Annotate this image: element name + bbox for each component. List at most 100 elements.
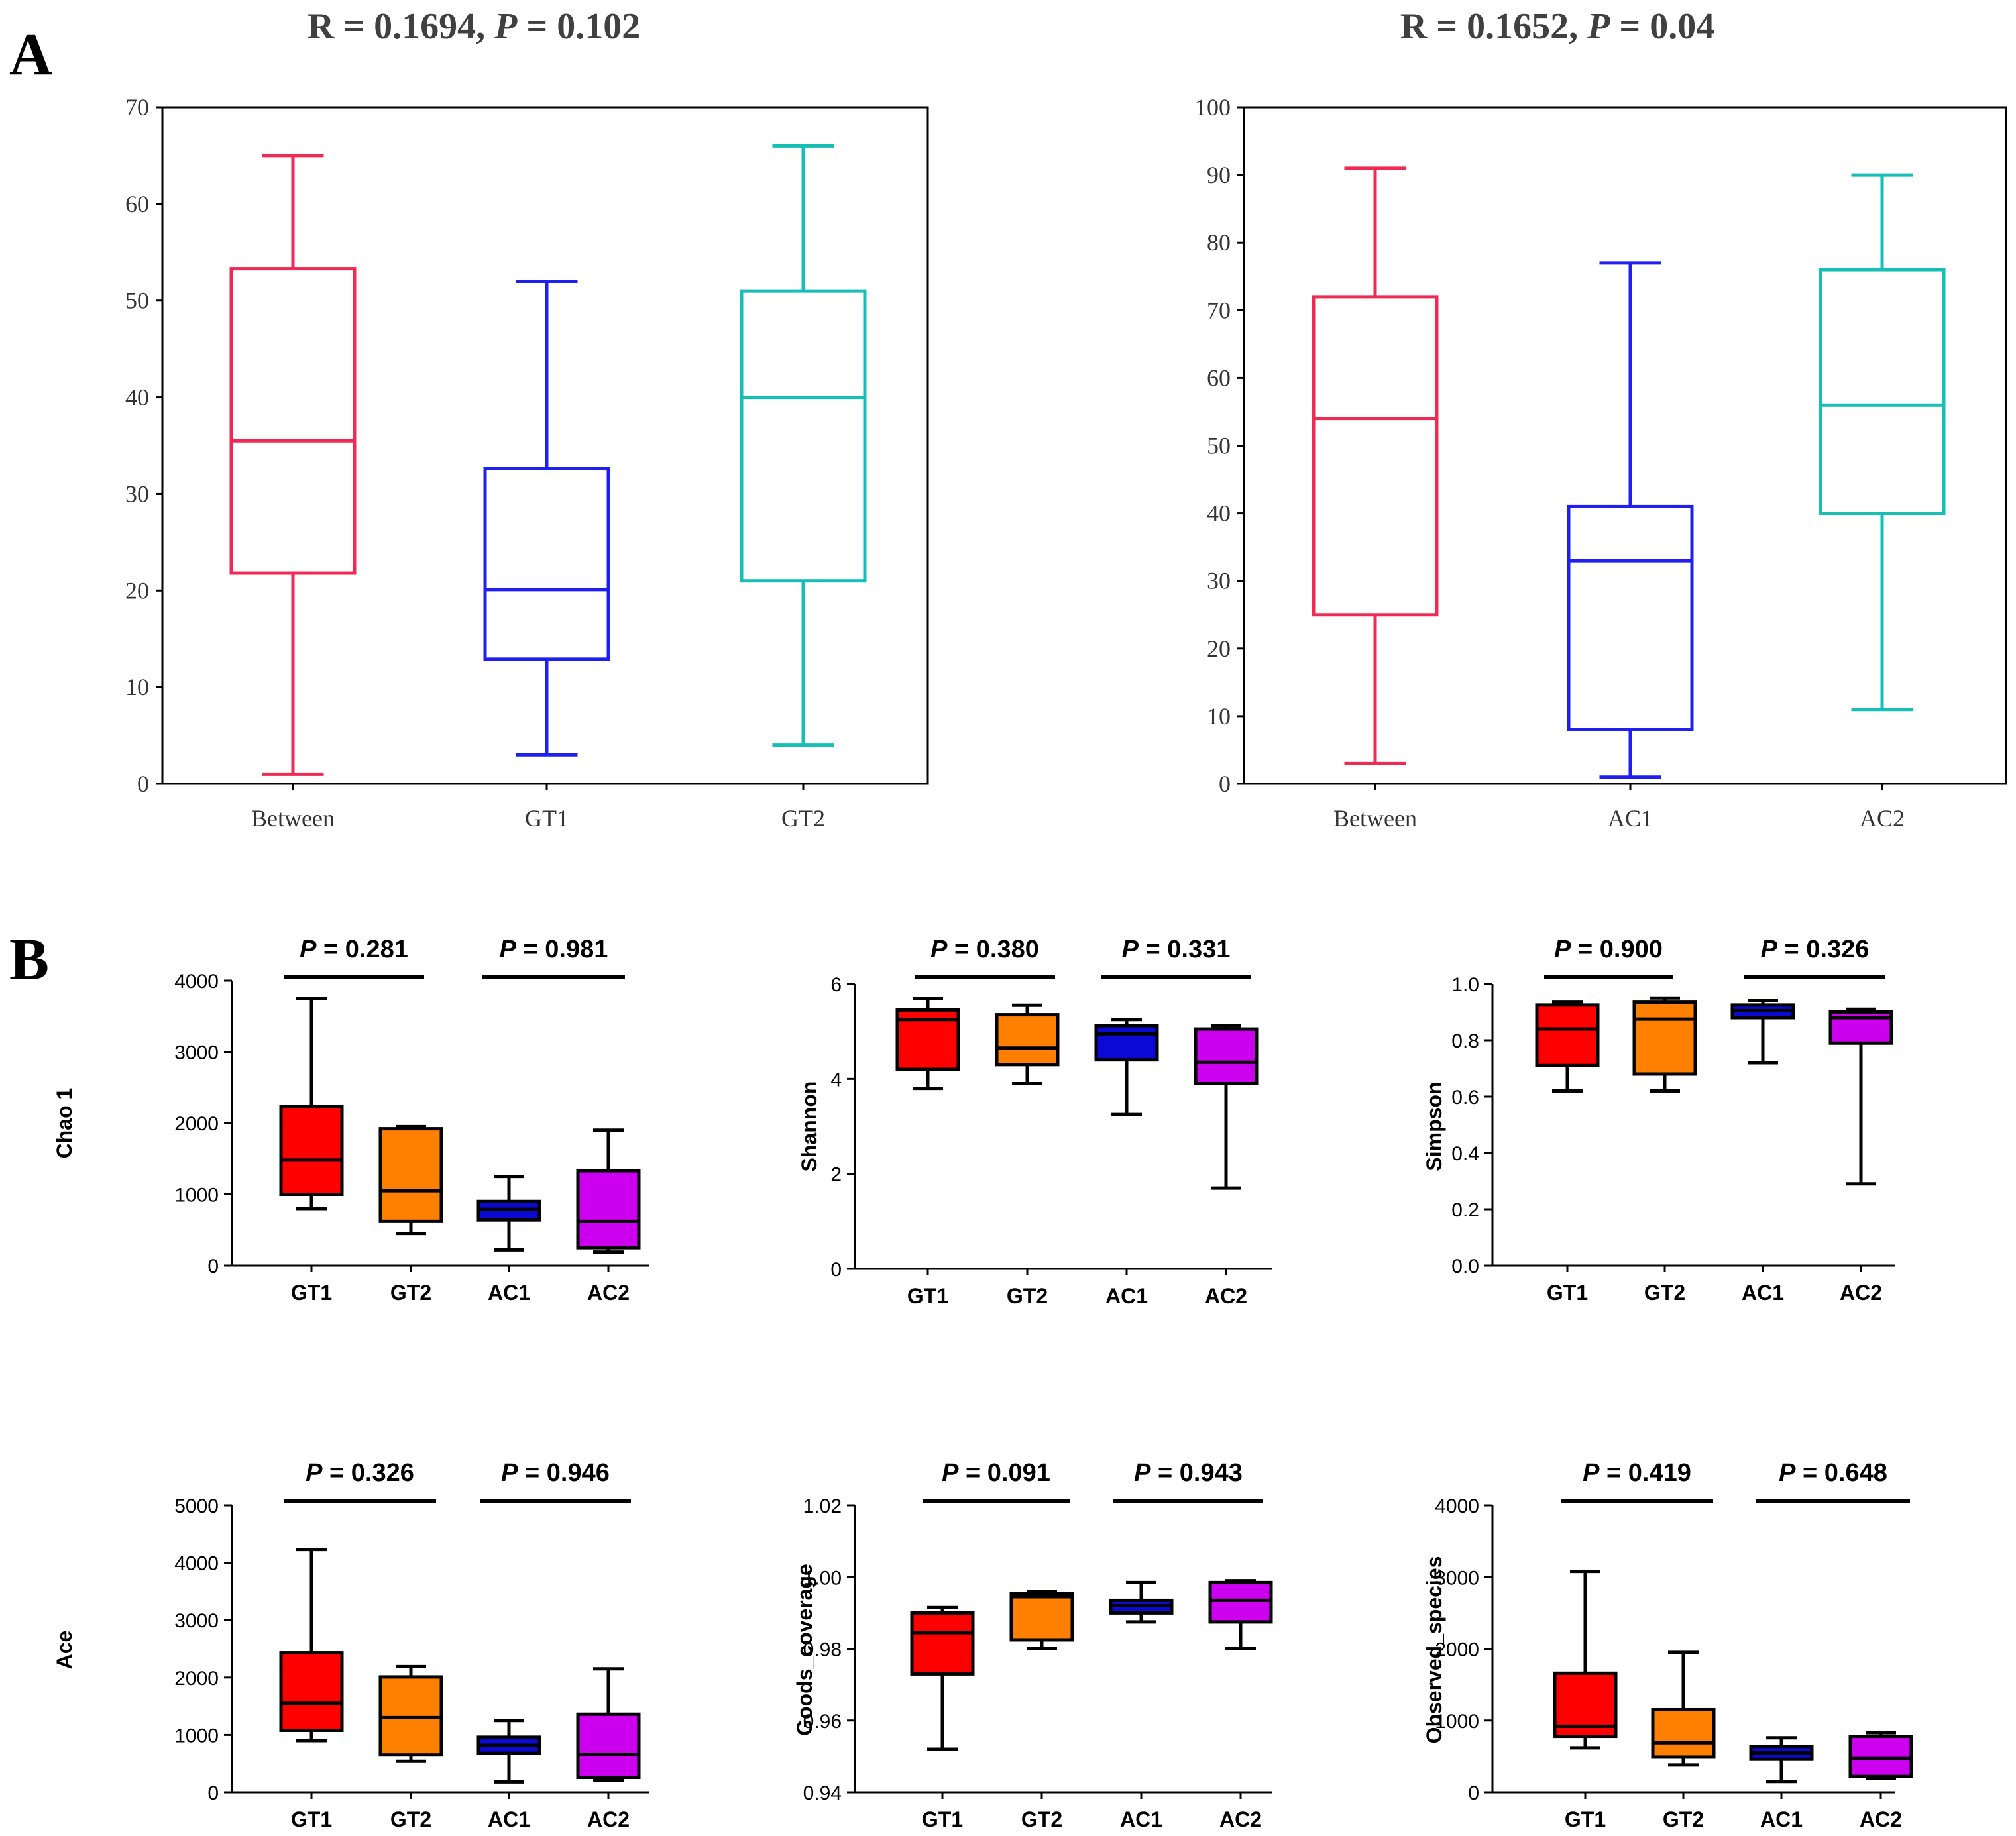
p-value: = 0.943	[1150, 1459, 1242, 1487]
y-tick-label: 50	[125, 288, 149, 314]
x-tick-label: GT2	[1644, 1281, 1685, 1305]
x-tick-label: AC1	[488, 1808, 530, 1831]
box-ac1	[1567, 504, 1694, 731]
x-tick-label: AC2	[587, 1281, 630, 1305]
p-value-label: P = 0.419	[1583, 1459, 1691, 1487]
box-gt2	[1009, 1592, 1074, 1642]
y-tick-label: 1.0	[1451, 974, 1479, 996]
box-ac2	[576, 1169, 641, 1250]
p-value-label: P = 0.326	[306, 1459, 414, 1487]
y-tick-label: 60	[125, 191, 149, 217]
box-gt2	[740, 289, 867, 583]
chart-b-1: 0 1000 2000 3000 4000 Chao 1 GT1 GT2 AC1 AC2 P = 0…	[52, 936, 649, 1305]
p-value-label: P = 0.943	[1134, 1459, 1243, 1487]
box-gt2	[1651, 1708, 1716, 1759]
y-tick-label: 4000	[1435, 1495, 1479, 1517]
x-tick-label: GT2	[1007, 1284, 1048, 1308]
p-symbol: P	[1761, 936, 1778, 963]
y-tick-label: 40	[125, 384, 149, 411]
y-tick-label: 6	[830, 974, 842, 996]
p-value: = 0.900	[1571, 936, 1662, 963]
panel-a-left-title-p: P	[494, 6, 518, 47]
x-tick-label: GT2	[390, 1281, 431, 1305]
x-tick-label: AC1	[1760, 1808, 1803, 1831]
p-value-label: P = 0.326	[1761, 936, 1870, 963]
x-tick-label: GT1	[922, 1808, 963, 1831]
x-tick-label: AC2	[1205, 1284, 1247, 1308]
box-ac2	[576, 1712, 641, 1779]
p-value: = 0.326	[322, 1459, 414, 1487]
x-tick-label: GT1	[907, 1284, 948, 1308]
x-tick-label: GT1	[291, 1281, 332, 1305]
p-value-label: P = 0.981	[500, 936, 608, 963]
y-tick-label: 4	[830, 1069, 842, 1091]
x-tick-label: GT2	[390, 1808, 431, 1831]
y-tick-label: 60	[1207, 364, 1231, 391]
p-value: = 0.331	[1139, 936, 1230, 963]
p-value: = 0.326	[1777, 936, 1869, 963]
chart-b-4: 0 1000 2000 3000 4000 5000 Ace GT1 GT2 AC1 AC2 P = …	[52, 1459, 649, 1831]
x-tick-label: GT2	[1021, 1808, 1062, 1831]
p-symbol: P	[1122, 936, 1139, 963]
plot-frame	[161, 106, 929, 785]
y-tick-label: 2	[830, 1164, 842, 1186]
y-tick-label: 0.2	[1451, 1199, 1479, 1221]
y-tick-label: 1.00	[803, 1567, 842, 1589]
chart-a-right: 0 10 20 30 40 50 60 70 80 90 100 Between AC1 AC2	[1195, 94, 2007, 832]
p-value-label: P = 0.946	[501, 1459, 610, 1487]
y-tick-label: 10	[1207, 703, 1231, 729]
panel-a-right-title-p: P	[1587, 6, 1610, 47]
panel-a-right-title-suffix: = 0.04	[1610, 6, 1714, 47]
y-tick-label: 0	[207, 1782, 219, 1804]
x-tick-label: GT1	[291, 1808, 332, 1831]
p-value-label: P = 0.900	[1554, 936, 1663, 963]
x-tick-label: GT2	[781, 805, 825, 832]
y-tick-label: 10	[125, 674, 149, 700]
y-tick-label: 40	[1207, 500, 1231, 527]
box-gt2	[378, 1675, 443, 1757]
x-tick-label: GT1	[1565, 1808, 1606, 1831]
p-value-label: P = 0.380	[930, 936, 1039, 963]
box-ac2	[1819, 268, 1946, 515]
y-tick-label: 0	[830, 1259, 842, 1281]
y-tick-label: 0.4	[1451, 1143, 1479, 1165]
y-tick-label: 4000	[174, 971, 219, 993]
y-tick-label: 0.0	[1451, 1256, 1479, 1277]
box-gt1	[1535, 1003, 1600, 1067]
chart-a-left: 0 10 20 30 40 50 60 70 Between GT1 GT2	[125, 94, 929, 832]
p-symbol: P	[1779, 1459, 1796, 1487]
y-tick-label: 3000	[174, 1042, 219, 1064]
y-tick-label: 3000	[174, 1610, 219, 1632]
panel-label-b: B	[9, 927, 49, 993]
y-tick-label: 0	[137, 771, 149, 797]
chart-b-5: 0.94 0.96 0.98 1.00 1.02 Goods_coverage GT1 GT2…	[793, 1459, 1273, 1831]
p-value: = 0.419	[1599, 1459, 1691, 1487]
y-tick-label: 4000	[174, 1553, 219, 1575]
p-symbol: P	[501, 1459, 518, 1487]
x-tick-label: AC2	[1860, 805, 1905, 832]
x-tick-label: GT1	[525, 805, 569, 832]
y-tick-label: 3000	[1435, 1567, 1479, 1589]
y-tick-label: 2000	[174, 1668, 219, 1690]
y-tick-label: 30	[125, 480, 149, 507]
box-gt2	[1632, 1000, 1697, 1076]
box-gt1	[279, 1105, 344, 1197]
y-tick-label: 0.94	[803, 1782, 842, 1804]
box-ac2	[1848, 1735, 1913, 1778]
y-tick-label: 0.6	[1451, 1087, 1479, 1108]
p-value-label: P = 0.331	[1122, 936, 1231, 963]
p-symbol: P	[500, 936, 517, 963]
y-axis-label: Shannon	[797, 1081, 821, 1172]
y-tick-label: 20	[125, 577, 149, 604]
p-value: = 0.981	[516, 936, 608, 963]
p-value-label: P = 0.648	[1779, 1459, 1887, 1487]
p-value: = 0.281	[316, 936, 408, 963]
box-gt1	[279, 1651, 344, 1732]
y-tick-label: 70	[125, 94, 149, 121]
p-symbol: P	[1583, 1459, 1600, 1487]
y-tick-label: 5000	[174, 1495, 219, 1517]
y-tick-label: 0.8	[1451, 1030, 1479, 1052]
